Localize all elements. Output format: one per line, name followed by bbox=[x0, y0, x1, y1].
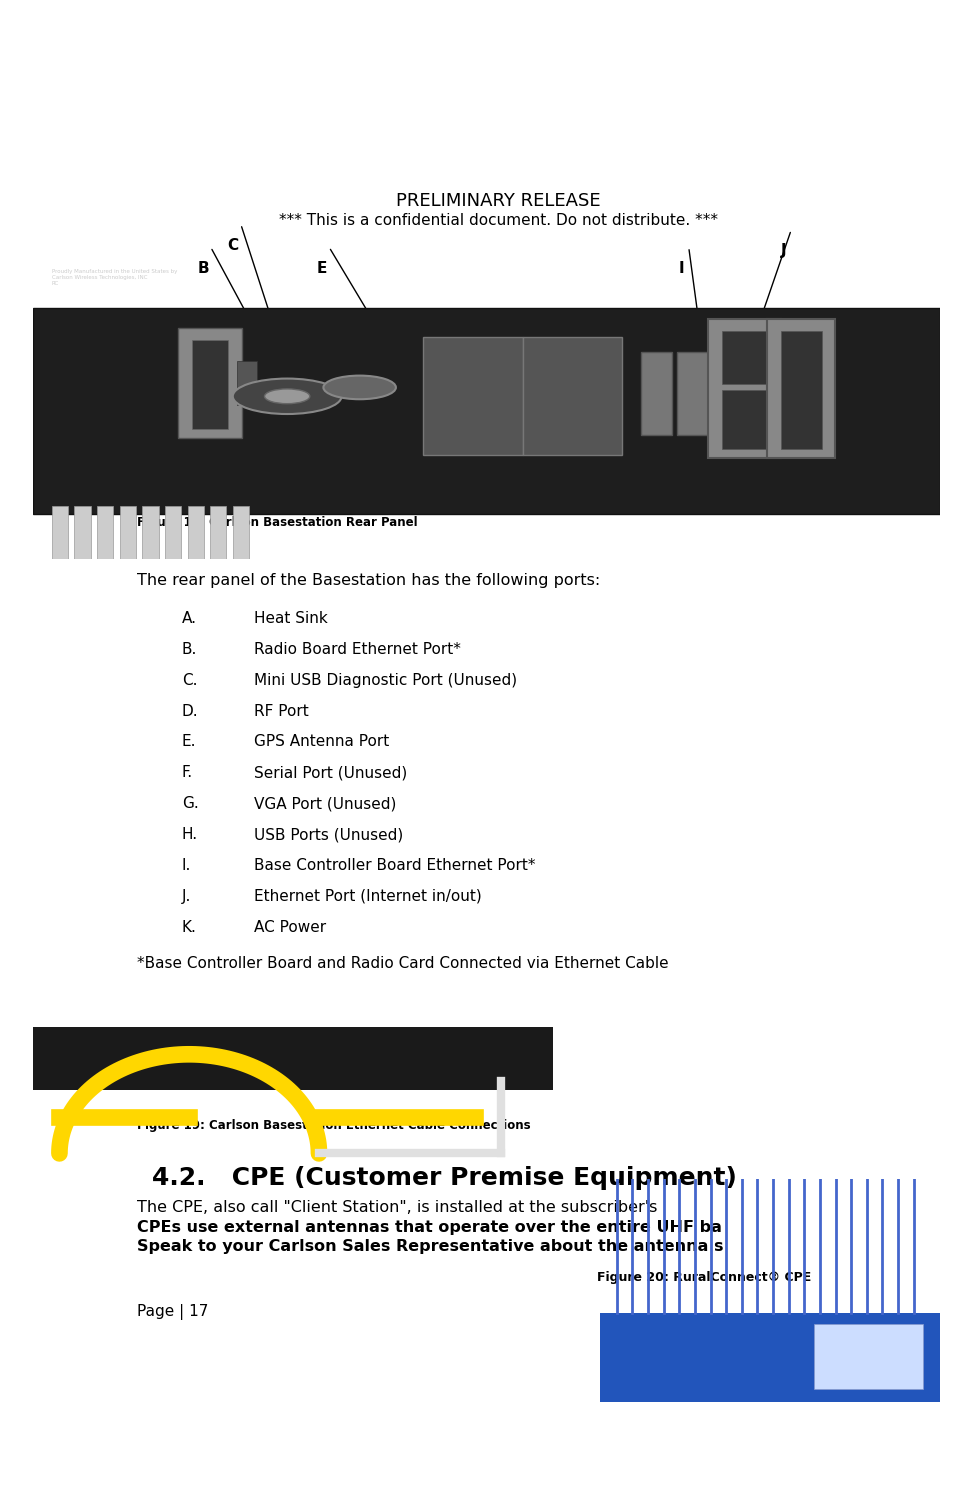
Text: RF Port: RF Port bbox=[254, 703, 308, 719]
Text: J.: J. bbox=[182, 889, 192, 903]
Text: Figure 18: Carlson Basestation Rear Panel: Figure 18: Carlson Basestation Rear Pane… bbox=[136, 516, 417, 529]
Text: K: K bbox=[821, 486, 833, 501]
Text: *** This is a confidential document. Do not distribute. ***: *** This is a confidential document. Do … bbox=[279, 212, 718, 227]
Text: E.: E. bbox=[182, 734, 197, 749]
Bar bbox=[192, 340, 229, 429]
Text: E: E bbox=[316, 260, 327, 275]
Bar bbox=[233, 505, 249, 559]
Text: C.: C. bbox=[182, 673, 198, 688]
Bar bbox=[640, 352, 672, 435]
Text: I: I bbox=[678, 260, 684, 275]
Text: H.: H. bbox=[182, 828, 198, 843]
Text: A.: A. bbox=[182, 611, 197, 626]
Bar bbox=[781, 331, 822, 449]
Bar bbox=[164, 505, 181, 559]
Circle shape bbox=[323, 376, 396, 400]
Text: CPEs use external antennas that operate over the entire UHF ba: CPEs use external antennas that operate … bbox=[136, 1220, 722, 1235]
Text: A: A bbox=[204, 489, 216, 504]
FancyBboxPatch shape bbox=[178, 328, 242, 438]
Bar bbox=[210, 505, 227, 559]
Text: VGA Port (Unused): VGA Port (Unused) bbox=[254, 796, 396, 811]
Text: Ethernet Port (Internet in/out): Ethernet Port (Internet in/out) bbox=[254, 889, 482, 903]
Text: J: J bbox=[781, 244, 786, 259]
Text: B.: B. bbox=[182, 642, 198, 657]
Bar bbox=[599, 1312, 940, 1403]
Text: *Base Controller Board and Radio Card Connected via Ethernet Cable: *Base Controller Board and Radio Card Co… bbox=[136, 957, 668, 972]
Text: I.: I. bbox=[182, 857, 192, 872]
FancyBboxPatch shape bbox=[768, 319, 836, 458]
Bar bbox=[677, 352, 708, 435]
Text: Speak to your Carlson Sales Representative about the antenna s: Speak to your Carlson Sales Representati… bbox=[136, 1239, 723, 1254]
Bar bbox=[188, 505, 203, 559]
Bar bbox=[97, 505, 113, 559]
Text: K.: K. bbox=[182, 920, 197, 935]
Bar bbox=[722, 331, 768, 385]
Text: Serial Port (Unused): Serial Port (Unused) bbox=[254, 765, 407, 780]
Bar bbox=[722, 391, 768, 449]
FancyBboxPatch shape bbox=[423, 337, 523, 455]
FancyBboxPatch shape bbox=[708, 319, 781, 458]
Text: Page | 17: Page | 17 bbox=[136, 1305, 208, 1320]
Text: G: G bbox=[506, 473, 519, 487]
Text: Heat Sink: Heat Sink bbox=[254, 611, 327, 626]
Text: 4.2.   CPE (Customer Premise Equipment): 4.2. CPE (Customer Premise Equipment) bbox=[152, 1167, 737, 1190]
Text: Radio Board Ethernet Port*: Radio Board Ethernet Port* bbox=[254, 642, 460, 657]
FancyBboxPatch shape bbox=[813, 1324, 922, 1388]
Bar bbox=[142, 505, 159, 559]
Text: The rear panel of the Basestation has the following ports:: The rear panel of the Basestation has th… bbox=[136, 574, 600, 588]
Text: Proudly Manufactured in the United States by
Carlson Wireless Technologies, INC
: Proudly Manufactured in the United State… bbox=[52, 269, 177, 285]
Bar bbox=[33, 1027, 553, 1091]
Text: D.: D. bbox=[182, 703, 198, 719]
Text: USB Ports (Unused): USB Ports (Unused) bbox=[254, 828, 403, 843]
Text: Mini USB Diagnostic Port (Unused): Mini USB Diagnostic Port (Unused) bbox=[254, 673, 517, 688]
Circle shape bbox=[265, 389, 309, 404]
Bar bbox=[52, 505, 68, 559]
Text: F: F bbox=[342, 489, 351, 504]
Bar bbox=[120, 505, 136, 559]
Text: F.: F. bbox=[182, 765, 193, 780]
Text: The CPE, also call "Client Station", is installed at the subscriber's: The CPE, also call "Client Station", is … bbox=[136, 1201, 657, 1216]
Text: Figure 20: RuralConnect® CPE: Figure 20: RuralConnect® CPE bbox=[596, 1271, 811, 1284]
Text: Figure 19: Carlson Basestation Ethernet Cable Connections: Figure 19: Carlson Basestation Ethernet … bbox=[136, 1119, 530, 1132]
Text: G.: G. bbox=[182, 796, 198, 811]
Text: D: D bbox=[253, 489, 266, 504]
Circle shape bbox=[233, 379, 342, 415]
Text: C: C bbox=[228, 238, 238, 253]
Bar bbox=[237, 361, 257, 406]
FancyBboxPatch shape bbox=[33, 308, 940, 514]
FancyBboxPatch shape bbox=[523, 337, 623, 455]
Text: H: H bbox=[657, 478, 669, 493]
Text: Base Controller Board Ethernet Port*: Base Controller Board Ethernet Port* bbox=[254, 857, 535, 872]
Bar bbox=[74, 505, 90, 559]
Text: PRELIMINARY RELEASE: PRELIMINARY RELEASE bbox=[396, 192, 601, 210]
Text: AC Power: AC Power bbox=[254, 920, 326, 935]
Text: GPS Antenna Port: GPS Antenna Port bbox=[254, 734, 389, 749]
Text: B: B bbox=[198, 260, 209, 275]
